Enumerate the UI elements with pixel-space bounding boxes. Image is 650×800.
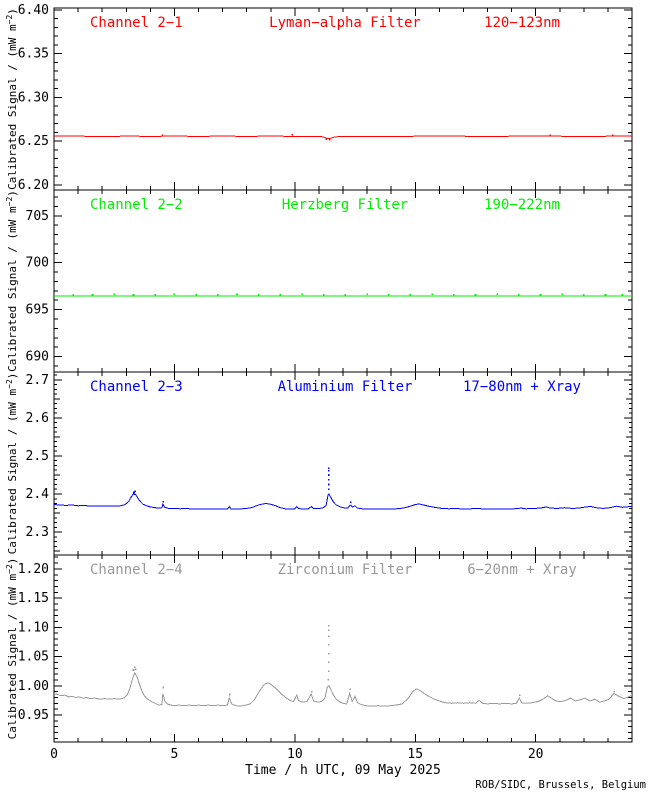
y-ticks	[54, 556, 632, 739]
y-tick-labels: 2.3 2.4 2.5 2.6 2.7	[26, 373, 50, 540]
y-tick-label: 1.20	[18, 562, 49, 577]
x-tick-label: 15	[407, 747, 423, 762]
x-ticks	[53, 8, 633, 190]
band-label: 17−80nm + Xray	[463, 379, 581, 395]
y-tick-label: 6.20	[18, 178, 49, 193]
y-tick-label: 1.10	[18, 620, 49, 635]
series-dots	[72, 293, 624, 296]
y-ticks	[54, 374, 632, 552]
y-tick-label: 2.4	[26, 487, 50, 502]
y-axis-title: Calibrated Signal / (mW m−2)	[5, 8, 19, 190]
x-tick-label: 20	[528, 747, 544, 762]
x-tick-label: 10	[287, 747, 303, 762]
y-tick-label: 2.3	[26, 525, 49, 540]
y-ticks	[54, 9, 632, 186]
y-tick-label: 2.6	[26, 411, 49, 426]
x-ticks	[53, 190, 633, 372]
x-tick-label: 0	[50, 747, 58, 762]
series-line	[53, 671, 633, 707]
series-line	[54, 135, 633, 140]
y-tick-label: 6.35	[18, 47, 49, 62]
x-axis-title: Time / h UTC, 09 May 2025	[245, 763, 441, 778]
y-tick-label: 1.00	[18, 679, 49, 694]
y-tick-label: 6.25	[18, 134, 49, 149]
y-tick-labels: 0.95 1.00 1.05 1.10 1.15 1.20	[18, 562, 49, 723]
panel-frame	[53, 554, 633, 743]
y-tick-label: 1.05	[18, 650, 49, 665]
band-label: 6−20nm + Xray	[467, 562, 577, 578]
y-tick-labels: 6.20 6.25 6.30 6.35 6.40	[18, 3, 49, 193]
panel-frame	[53, 7, 633, 191]
series-line	[53, 493, 633, 510]
band-label: 120−123nm	[484, 15, 560, 31]
panel-frame	[53, 189, 633, 373]
y-tick-label: 2.5	[26, 449, 49, 464]
x-ticks	[53, 372, 633, 555]
y-axis-title: Calibrated Signal / (mW m−2)	[5, 373, 19, 555]
panel-channel-2-2: 690 695 700 705 Calibrated Signal / (mW m−2)…	[5, 189, 633, 373]
filter-label: Aluminium Filter	[278, 379, 413, 395]
y-ticks	[54, 196, 632, 367]
x-ticks	[53, 555, 633, 742]
x-tick-label: 5	[171, 747, 179, 762]
filter-label: Herzberg Filter	[282, 197, 408, 213]
channel-label: Channel 2−3	[90, 379, 183, 395]
series-dots	[133, 467, 352, 504]
panel-frame	[53, 371, 633, 556]
y-tick-label: 2.7	[26, 373, 49, 388]
band-label: 190−222nm	[484, 197, 560, 213]
filter-label: Zirconium Filter	[278, 562, 413, 578]
y-tick-label: 1.15	[18, 591, 49, 606]
channel-label: Channel 2−2	[90, 197, 183, 213]
y-tick-label: 690	[26, 350, 49, 365]
y-tick-label: 0.95	[18, 708, 49, 723]
y-tick-label: 700	[26, 256, 49, 271]
y-axis-title: Calibrated Signal / (mW m−2)	[5, 558, 19, 740]
channel-label: Channel 2−4	[90, 562, 183, 578]
y-tick-label: 705	[26, 209, 49, 224]
series-dots	[132, 624, 616, 696]
panel-channel-2-3: 2.3 2.4 2.5 2.6 2.7 Calibrated Signal / (mW m…	[5, 371, 633, 556]
y-tick-labels: 690 695 700 705	[26, 209, 49, 365]
channel-label: Channel 2−1	[90, 15, 183, 31]
y-tick-label: 6.30	[18, 90, 49, 105]
y-tick-label: 695	[26, 303, 49, 318]
credit-text: ROB/SIDC, Brussels, Belgium	[475, 779, 646, 791]
y-axis-title: Calibrated Signal / (mW m−2)	[5, 190, 19, 372]
series-dots	[161, 134, 614, 141]
x-tick-labels: 0 5 10 15 20	[50, 747, 543, 762]
filter-label: Lyman−alpha Filter	[269, 15, 421, 31]
y-tick-label: 6.40	[18, 3, 49, 18]
